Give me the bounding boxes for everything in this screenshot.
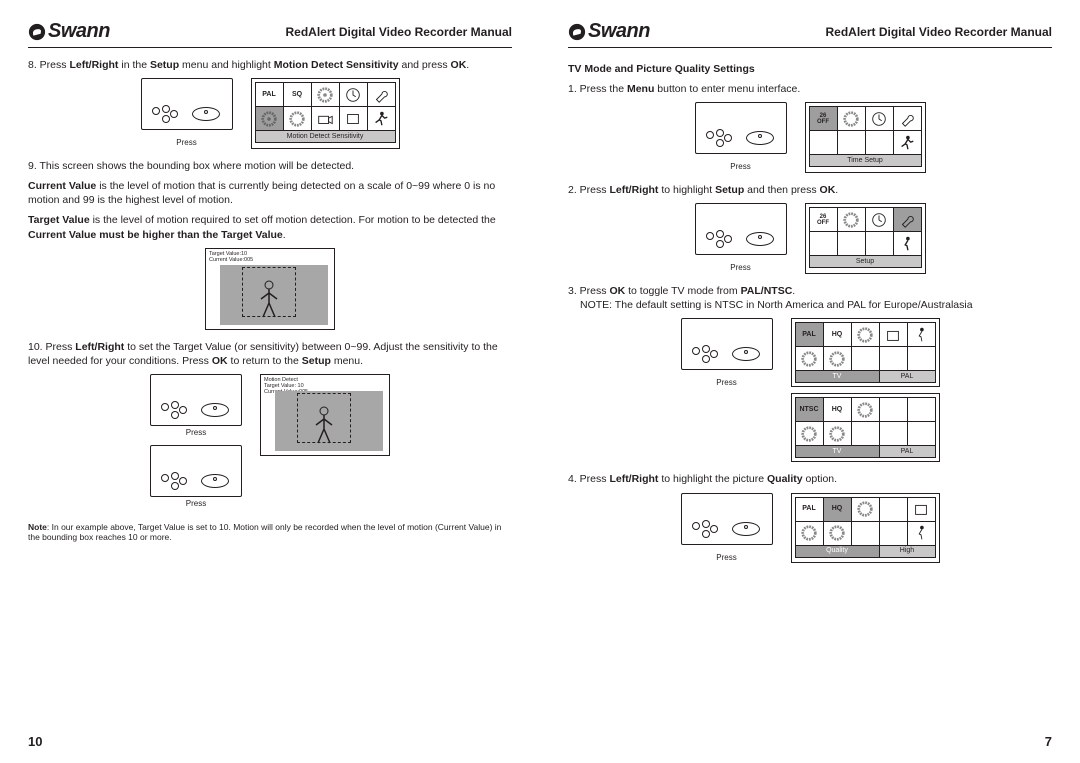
run-icon: [893, 232, 921, 256]
clock-icon: [865, 107, 893, 131]
step-1: 1. Press the Menu button to enter menu i…: [568, 82, 1052, 96]
remote-icon: [681, 493, 773, 545]
remote-icon: [695, 102, 787, 154]
gear-icon: [311, 83, 339, 107]
target-value-desc: Target Value is the level of motion requ…: [28, 213, 512, 241]
wrench-icon: [893, 107, 921, 131]
wrench-icon: [367, 83, 395, 107]
camera-icon: [311, 107, 339, 131]
menu-grid-time-setup: 26OFF Time Setup: [805, 102, 926, 173]
swann-logo-icon: [28, 23, 46, 41]
step-3: 3. Press OK to toggle TV mode from PAL/N…: [568, 284, 1052, 312]
step-9: 9. This screen shows the bounding box wh…: [28, 159, 512, 173]
menu-grid-pal: PALHQ TVPAL: [791, 318, 940, 387]
clock-icon: [339, 83, 367, 107]
run-icon: [907, 521, 935, 545]
section-heading: TV Mode and Picture Quality Settings: [568, 62, 1052, 76]
manual-title: RedAlert Digital Video Recorder Manual: [826, 25, 1053, 39]
figure-step2: Press 26OFF Setup: [568, 203, 1052, 274]
figure-motion-box: Target Value:10Current Value:005: [28, 248, 512, 330]
run-icon: [893, 131, 921, 155]
menu-grid-quality: PALHQ QualityHigh: [791, 493, 940, 564]
footnote: Note: In our example above, Target Value…: [28, 522, 512, 543]
step-2: 2. Press Left/Right to highlight Setup a…: [568, 183, 1052, 197]
figure-step1: Press 26OFF Time Setup: [568, 102, 1052, 173]
press-label: Press: [176, 138, 196, 149]
remote-icon: [150, 445, 242, 497]
step-8: 8. Press Left/Right in the Setup menu an…: [28, 58, 512, 72]
run-icon: [907, 323, 935, 347]
content-left: 8. Press Left/Right in the Setup menu an…: [28, 58, 512, 745]
figure-step4: Press PALHQ QualityHigh: [568, 493, 1052, 564]
step-4: 4. Press Left/Right to highlight the pic…: [568, 472, 1052, 486]
motion-detection-diagram: Target Value:10Current Value:005: [205, 248, 335, 330]
menu-grid-setup: 26OFF Setup: [805, 203, 926, 274]
run-icon: [367, 107, 395, 131]
swann-logo-icon: [568, 23, 586, 41]
wrench-icon: [893, 208, 921, 232]
page-number: 10: [28, 734, 42, 749]
brand-logo: Swann: [28, 20, 110, 43]
remote-icon: [681, 318, 773, 370]
current-value-desc: Current Value is the level of motion tha…: [28, 179, 512, 207]
gear-icon: [255, 107, 283, 131]
remote-icon: [141, 78, 233, 130]
page-right: Swann RedAlert Digital Video Recorder Ma…: [540, 0, 1080, 763]
header-right: Swann RedAlert Digital Video Recorder Ma…: [568, 20, 1052, 48]
menu-grid-ntsc: NTSCHQ TVPAL: [791, 393, 940, 462]
step-10: 10. Press Left/Right to set the Target V…: [28, 340, 512, 368]
brand-text: Swann: [48, 20, 110, 43]
brand-logo: Swann: [568, 20, 650, 43]
page-left: Swann RedAlert Digital Video Recorder Ma…: [0, 0, 540, 763]
figure-step10: Press Press Motion DetectTarget Value: 1…: [28, 374, 512, 510]
figure-step3: Press PALHQ TVPAL NTSCHQ TVPAL: [568, 318, 1052, 462]
header-left: Swann RedAlert Digital Video Recorder Ma…: [28, 20, 512, 48]
motion-detection-diagram: Motion DetectTarget Value: 10Current Val…: [260, 374, 390, 456]
gear-icon: [837, 107, 865, 131]
manual-title: RedAlert Digital Video Recorder Manual: [286, 25, 513, 39]
page-number: 7: [1045, 734, 1052, 749]
menu-grid-motion-sensitivity: PAL SQ Motion Detect Sensitivity: [251, 78, 400, 149]
remote-icon: [695, 203, 787, 255]
remote-icon: [150, 374, 242, 426]
figure-step8: Press PAL SQ: [28, 78, 512, 149]
content-right: TV Mode and Picture Quality Settings 1. …: [568, 58, 1052, 745]
